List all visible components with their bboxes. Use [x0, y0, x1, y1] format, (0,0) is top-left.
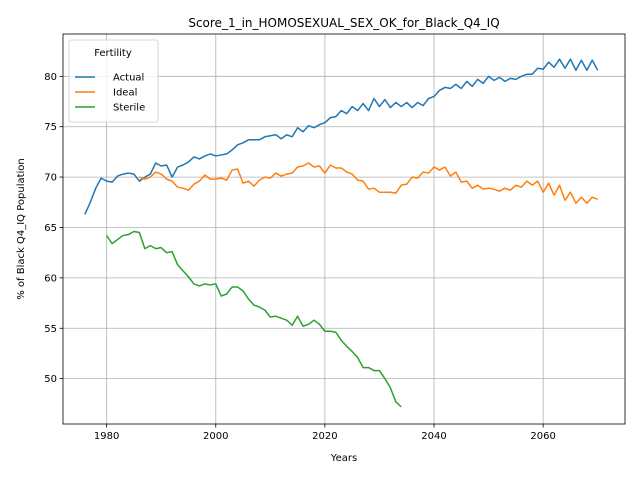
y-axis-label: % of Black Q4_IQ Population	[16, 158, 27, 300]
y-tick-label: 65	[44, 223, 57, 234]
legend-label-actual: Actual	[113, 73, 144, 84]
legend-label-ideal: Ideal	[113, 88, 137, 99]
legend-label-sterile: Sterile	[113, 103, 145, 114]
y-tick-label: 75	[44, 122, 57, 133]
x-axis-label: Years	[330, 453, 357, 464]
y-tick-label: 70	[44, 173, 57, 184]
series-line-actual	[84, 58, 599, 215]
legend-box	[68, 39, 159, 123]
series-layer	[84, 58, 599, 408]
series-line-sterile	[106, 230, 402, 408]
y-axis: 50 55 60 65 70 75 80	[44, 72, 63, 385]
x-tick-label: 2060	[530, 431, 555, 442]
x-axis: 1980 2000 2020 2040 2060	[94, 424, 556, 442]
x-tick-label: 2000	[203, 431, 228, 442]
y-tick-label: 50	[44, 374, 57, 385]
y-tick-label: 55	[44, 324, 57, 335]
plot-frame	[62, 33, 626, 425]
x-tick-label: 1980	[94, 431, 119, 442]
chart-title: Score_1_in_HOMOSEXUAL_SEX_OK_for_Black_Q…	[188, 16, 499, 30]
y-tick-label: 60	[44, 273, 57, 284]
y-tick-label: 80	[44, 72, 57, 83]
x-tick-label: 2040	[421, 431, 446, 442]
legend-entries: Actual Ideal Sterile	[75, 73, 145, 114]
legend: Fertility Actual Ideal Sterile	[68, 39, 159, 123]
legend-title: Fertility	[94, 48, 132, 59]
grid	[63, 34, 625, 424]
x-tick-label: 2020	[312, 431, 337, 442]
series-line-ideal	[139, 162, 598, 205]
